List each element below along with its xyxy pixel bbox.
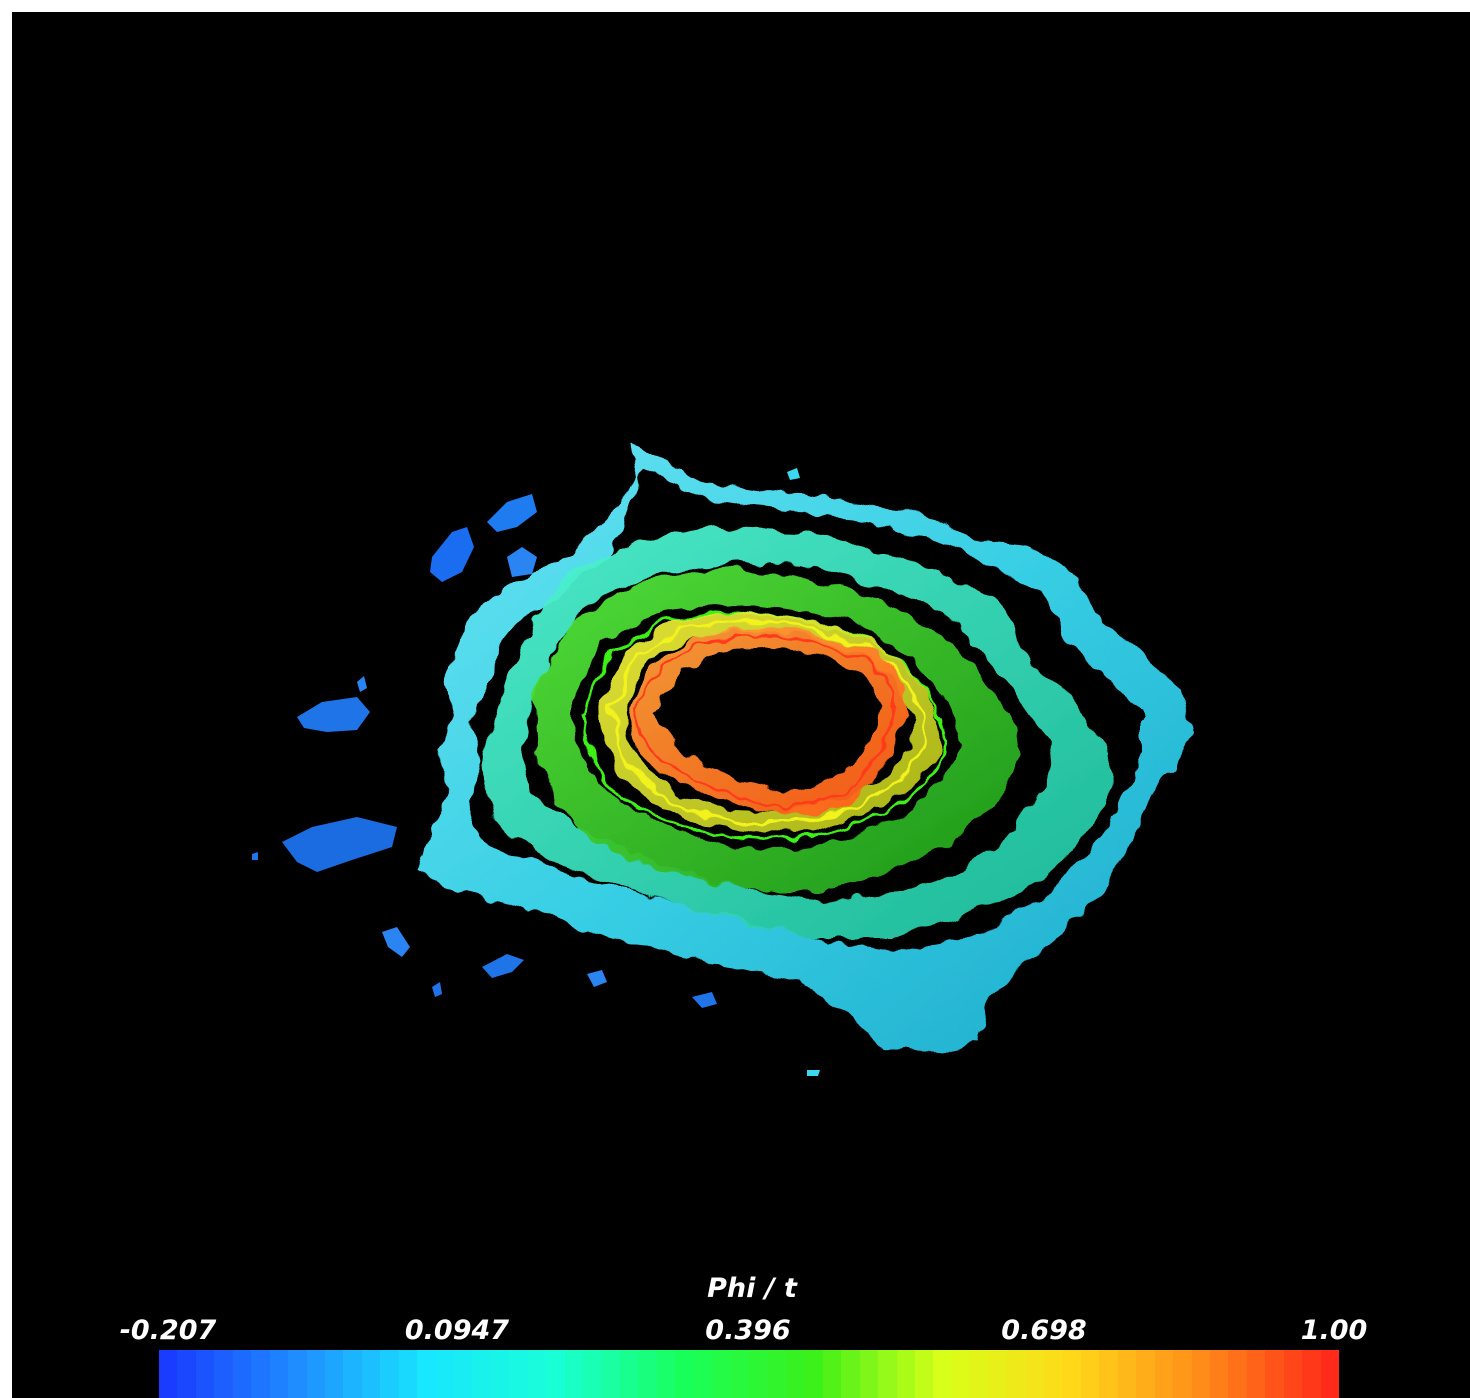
isosurface-scene [252,442,1192,1076]
colorbar-tick-label: 0.698 [1001,1315,1087,1346]
colorbar-band [933,1350,952,1398]
colorbar-band [1154,1350,1174,1398]
colorbar-band [1246,1350,1266,1398]
colorbar-band [177,1350,196,1398]
colorbar-band [343,1350,362,1398]
colorbar-band [749,1350,768,1398]
colorbar-band [970,1350,989,1398]
colorbar-band [269,1350,289,1398]
colorbar-band [306,1350,325,1398]
colorbar-band [232,1350,252,1398]
colorbar-band [988,1350,1008,1398]
colorbar-band [1025,1350,1044,1398]
colorbar-band [1099,1350,1118,1398]
colorbar-band [324,1350,344,1398]
colorbar-band [417,1350,436,1398]
colorbar-band [730,1350,749,1398]
colorbar-band [601,1350,620,1398]
colorbar-band [804,1350,823,1398]
colorbar-band [251,1350,270,1398]
colorbar-band [527,1350,547,1398]
colorbar-band [1320,1350,1339,1398]
colorbar-band [509,1350,528,1398]
colorbar-band [546,1350,565,1398]
colorbar-tick-label: 0.396 [705,1315,791,1346]
colorbar-band [583,1350,602,1398]
colorbar-band [288,1350,307,1398]
colorbar-band [1044,1350,1063,1398]
colorbar-band [361,1350,381,1398]
colorbar-band [490,1350,510,1398]
colorbar-band [656,1350,676,1398]
colorbar-band [841,1350,860,1398]
colorbar-band [1007,1350,1026,1398]
colorbar-band [380,1350,399,1398]
colorbar-band [435,1350,454,1398]
colorbar-title: Phi / t [707,1273,797,1304]
colorbar-band [619,1350,639,1398]
colorbar-band [859,1350,879,1398]
colorbar-band [1173,1350,1192,1398]
colorbar-band [822,1350,842,1398]
colorbar-band [159,1350,178,1398]
colorbar [159,1350,1339,1398]
colorbar-band [1080,1350,1100,1398]
colorbar-band [195,1350,215,1398]
colorbar-band [785,1350,805,1398]
colorbar-band [1265,1350,1284,1398]
colorbar-tick-label: 0.0947 [404,1315,510,1346]
colorbar-band [1062,1350,1081,1398]
colorbar-band [398,1350,418,1398]
colorbar-band [1117,1350,1137,1398]
colorbar-band [1191,1350,1210,1398]
colorbar-band [896,1350,915,1398]
colorbar-band [1209,1350,1229,1398]
colorbar-band [712,1350,731,1398]
colorbar-band [1136,1350,1155,1398]
isosurface-orange-core [627,627,907,817]
colorbar-tick-label: 1.00 [1300,1315,1368,1346]
colorbar-band [693,1350,713,1398]
isosurface-blue-fragments [252,468,820,1076]
colorbar-band [767,1350,786,1398]
colorbar-band [214,1350,233,1398]
colorbar-tick-label: -0.207 [119,1315,217,1346]
colorbar-band [878,1350,897,1398]
colorbar-band [1283,1350,1303,1398]
colorbar-band [675,1350,694,1398]
colorbar-band [1228,1350,1247,1398]
colorbar-band [1302,1350,1321,1398]
render-viewport: Phi / t -0.207 0.0947 0.396 0.698 1.00 [12,12,1470,1398]
colorbar-band [638,1350,657,1398]
colorbar-band [951,1350,971,1398]
colorbar-band [472,1350,491,1398]
colorbar-band [454,1350,473,1398]
colorbar-band [564,1350,584,1398]
colorbar-band [914,1350,934,1398]
